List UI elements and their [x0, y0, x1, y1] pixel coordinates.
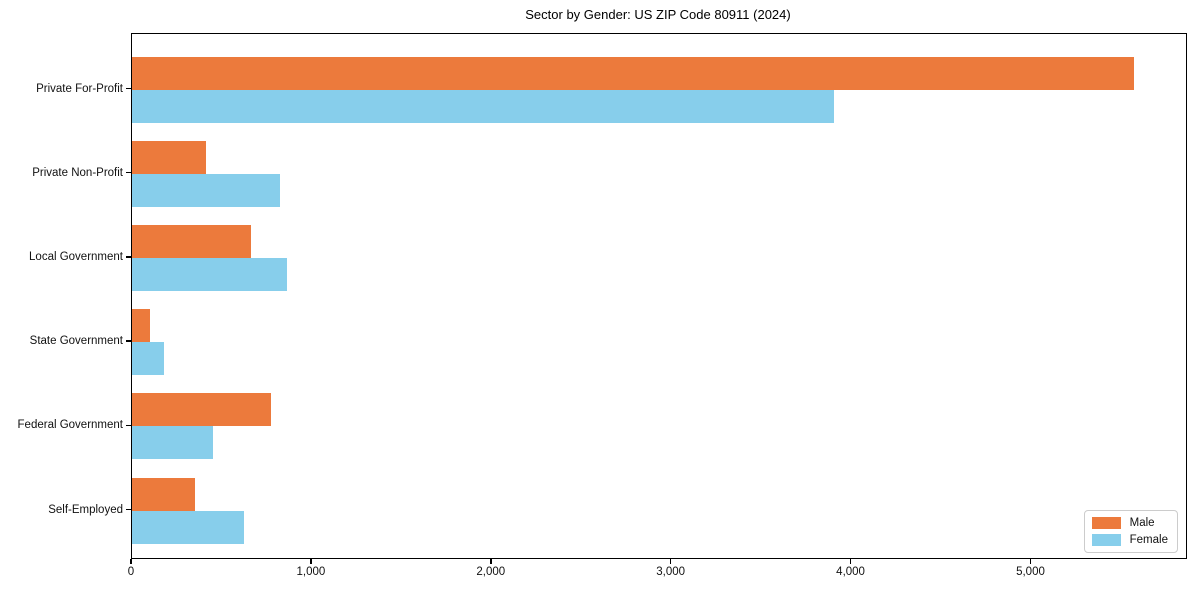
ytick-mark-state-government: [126, 340, 131, 342]
xtick-mark-5000: [1029, 558, 1032, 564]
ytick-mark-local-government: [126, 256, 131, 258]
legend-swatch-female: [1091, 534, 1121, 546]
xtick-mark-1000: [310, 558, 312, 564]
ytick-mark-self-employed: [126, 508, 131, 511]
bar-male-federal-government: [132, 393, 271, 427]
xtick-label-5000: 5,000: [1016, 566, 1045, 578]
plot-area: Male Female: [131, 33, 1187, 559]
bar-male-local-government: [132, 224, 251, 258]
bar-female-federal-government: [132, 426, 213, 460]
xtick-label-3000: 3,000: [656, 566, 686, 578]
legend-entry-female: Female: [1091, 534, 1168, 546]
legend-entry-male: Male: [1091, 517, 1168, 529]
ytick-label-private-non-profit: Private Non-Profit: [32, 166, 123, 179]
ytick-label-state-government: State Government: [29, 335, 123, 348]
bar-female-self-employed: [132, 510, 244, 544]
bar-female-state-government: [132, 342, 164, 376]
xtick-mark-3000: [669, 558, 672, 564]
xtick-label-4000: 4,000: [836, 566, 865, 578]
bar-female-private-non-profit: [132, 173, 280, 207]
xtick-label-2000: 2,000: [476, 566, 506, 578]
bar-female-private-for-profit: [132, 89, 834, 123]
xtick-mark-4000: [849, 558, 852, 564]
xtick-label-0: 0: [127, 566, 135, 578]
bar-female-local-government: [132, 257, 287, 291]
bar-male-state-government: [132, 309, 150, 343]
legend: Male Female: [1083, 510, 1178, 553]
chart-title: Sector by Gender: US ZIP Code 80911 (202…: [525, 7, 791, 22]
bar-male-self-employed: [132, 477, 195, 511]
xtick-mark-0: [130, 558, 132, 564]
ytick-mark-private-non-profit: [126, 171, 131, 174]
xtick-mark-2000: [490, 558, 492, 564]
ytick-label-federal-government: Federal Government: [17, 419, 123, 432]
bar-male-private-non-profit: [132, 140, 206, 174]
ytick-mark-federal-government: [126, 424, 131, 427]
ytick-label-private-for-profit: Private For-Profit: [36, 82, 123, 95]
bar-male-private-for-profit: [132, 56, 1134, 90]
legend-label-female: Female: [1129, 534, 1168, 546]
legend-swatch-male: [1091, 517, 1121, 529]
ytick-mark-private-for-profit: [126, 87, 131, 90]
ytick-label-self-employed: Self-Employed: [48, 503, 123, 516]
legend-label-male: Male: [1129, 517, 1155, 529]
ytick-label-local-government: Local Government: [29, 250, 123, 263]
xtick-label-1000: 1,000: [296, 566, 326, 578]
